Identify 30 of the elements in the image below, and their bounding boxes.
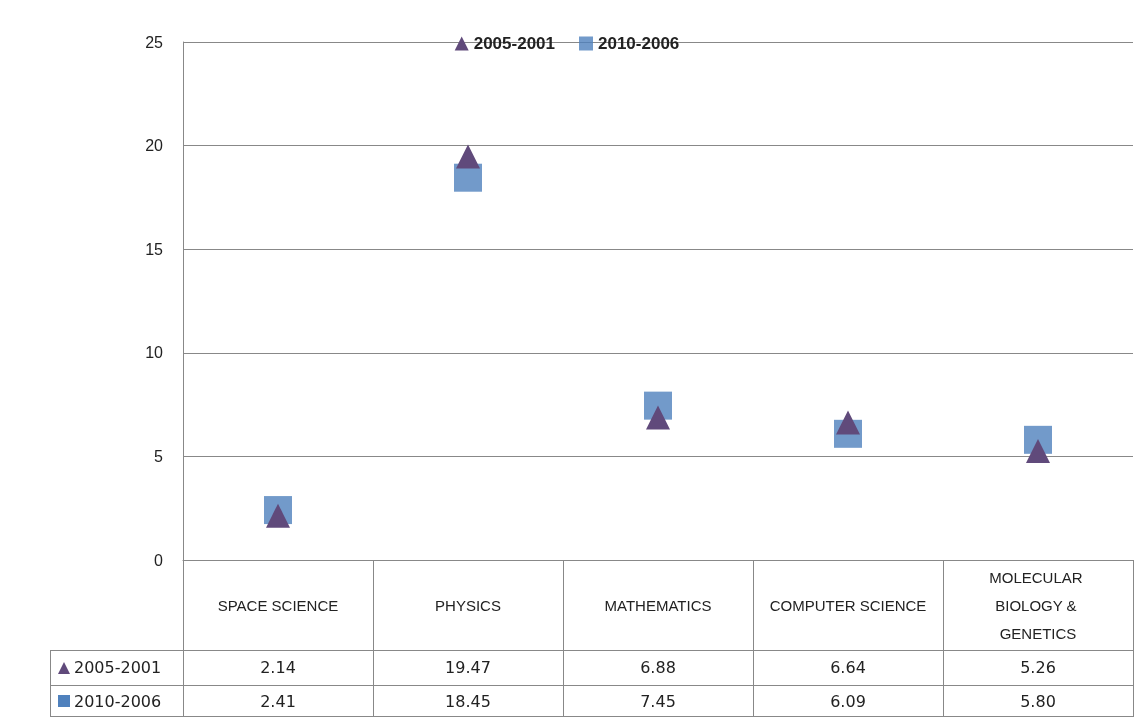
data-label: 19.47 bbox=[444, 657, 492, 679]
y-tick-label: 20 bbox=[145, 137, 164, 155]
data-label: 6.88 bbox=[639, 657, 677, 679]
data-label: 2.14 bbox=[259, 657, 297, 679]
data-label: 7.45 bbox=[639, 690, 677, 713]
point bbox=[836, 410, 860, 435]
x-tick-label: SPACE SCIENCE bbox=[217, 596, 339, 614]
legend-label: 2010-2006 bbox=[598, 34, 680, 53]
x-tick-label: COMPUTER SCIENCE bbox=[769, 596, 927, 614]
text: 2005-2001 bbox=[74, 658, 162, 677]
point bbox=[456, 144, 480, 169]
point bbox=[646, 405, 670, 430]
y-tick-label: 5 bbox=[154, 447, 164, 465]
data-label: 2.41 bbox=[259, 690, 297, 713]
y-tick-label: 15 bbox=[145, 240, 164, 258]
legend-label: 2005-2001 bbox=[473, 34, 556, 53]
data-label: 5.80 bbox=[1019, 690, 1057, 713]
point bbox=[1026, 439, 1050, 464]
data-label: 6.64 bbox=[829, 657, 867, 679]
data-label: 18.45 bbox=[444, 690, 492, 713]
y-tick-label: 0 bbox=[154, 551, 164, 569]
data-label: 6.09 bbox=[829, 690, 867, 713]
x-tick-label: PHYSICS bbox=[435, 596, 501, 614]
y-tick-label: 10 bbox=[145, 344, 164, 362]
x-tick-label: MOLECULAR BIOLOGY & GENETICS bbox=[989, 568, 1087, 642]
point bbox=[266, 503, 290, 528]
data-label: 5.26 bbox=[1019, 657, 1057, 679]
x-tick-label: MATHEMATICS bbox=[604, 596, 712, 614]
text: 2010-2006 bbox=[74, 691, 162, 711]
y-tick-label: 25 bbox=[145, 33, 164, 51]
